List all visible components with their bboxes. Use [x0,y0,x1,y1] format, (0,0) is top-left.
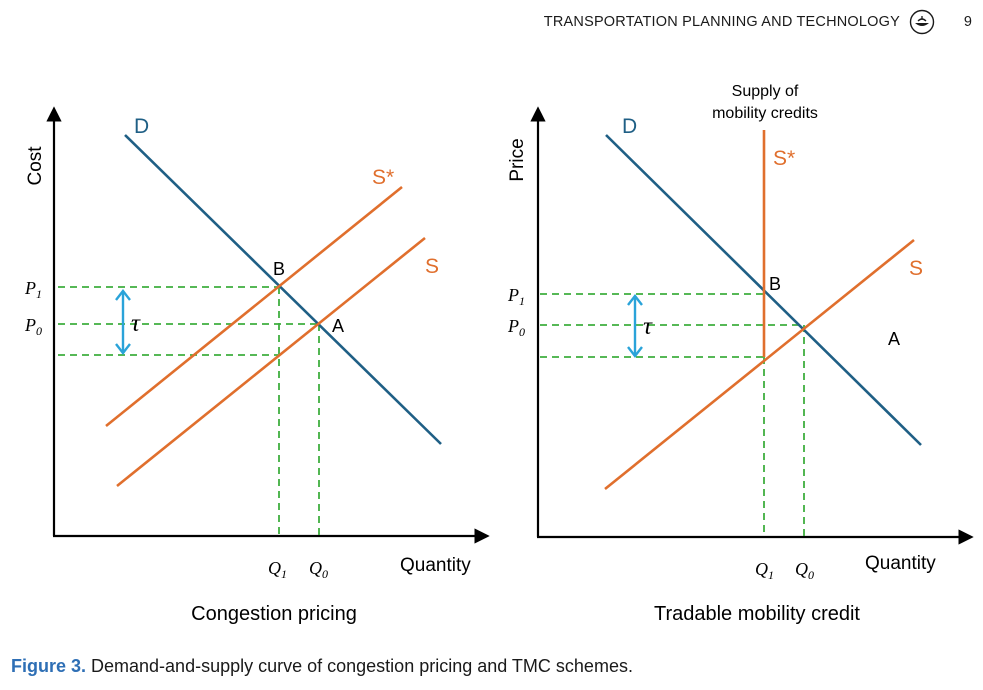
right-tax-symbol: τ [643,313,653,340]
left-q1-label: Q1 [268,558,287,581]
left-demand-curve [124,134,442,445]
right-point-b: B [769,274,781,294]
left-demand-label: D [134,115,149,138]
right-q0-label: Q0 [795,559,814,582]
right-p1-label: P1 [507,285,525,308]
left-supply-curve [116,236,426,488]
right-panel: Price Quantity D Supply of mobility cred… [507,83,974,625]
left-tax-arrow [115,289,131,355]
left-p0-label: P0 [24,315,42,338]
right-tax-arrow [627,294,643,358]
left-p1-label: P1 [24,278,42,301]
right-credit-supply-label: S* [773,147,795,170]
right-credit-title-line2: mobility credits [712,105,818,122]
left-panel-title: Congestion pricing [191,603,357,625]
left-y-axis-label: Cost [25,146,46,186]
right-demand-label: D [622,115,637,138]
right-supply-curve [604,238,915,491]
right-supply-label: S [909,257,923,280]
left-x-axis-label: Quantity [400,555,471,576]
left-shifted-supply-curve [105,185,403,428]
left-point-b: B [273,259,285,279]
right-x-axis-label: Quantity [865,553,936,574]
left-panel: Cost Quantity D S* S B A τ P1 P0 Q1 Q0 C… [24,106,490,625]
figure-3: Cost Quantity D S* S B A τ P1 P0 Q1 Q0 C… [24,83,974,625]
left-point-a: A [332,316,344,336]
running-head: TRANSPORTATION PLANNING AND TECHNOLOGY 9 [0,8,983,38]
right-y-axis-label: Price [507,138,528,181]
right-p0-label: P0 [507,316,525,339]
left-tax-symbol: τ [131,310,141,337]
right-q1-label: Q1 [755,559,774,582]
figure-caption-label: Figure 3. [11,656,87,676]
journal-logo-icon [909,9,935,35]
figure-caption-text: Demand-and-supply curve of congestion pr… [86,656,633,676]
journal-title: TRANSPORTATION PLANNING AND TECHNOLOGY [543,14,900,30]
left-shifted-supply-label: S* [372,166,394,189]
left-q0-label: Q0 [309,558,328,581]
right-panel-title: Tradable mobility credit [654,603,860,625]
right-credit-title-line1: Supply of [732,83,799,100]
left-supply-label: S [425,255,439,278]
right-point-a: A [888,329,900,349]
figure-caption: Figure 3. Demand-and-supply curve of con… [11,656,633,677]
page-number: 9 [963,14,972,30]
